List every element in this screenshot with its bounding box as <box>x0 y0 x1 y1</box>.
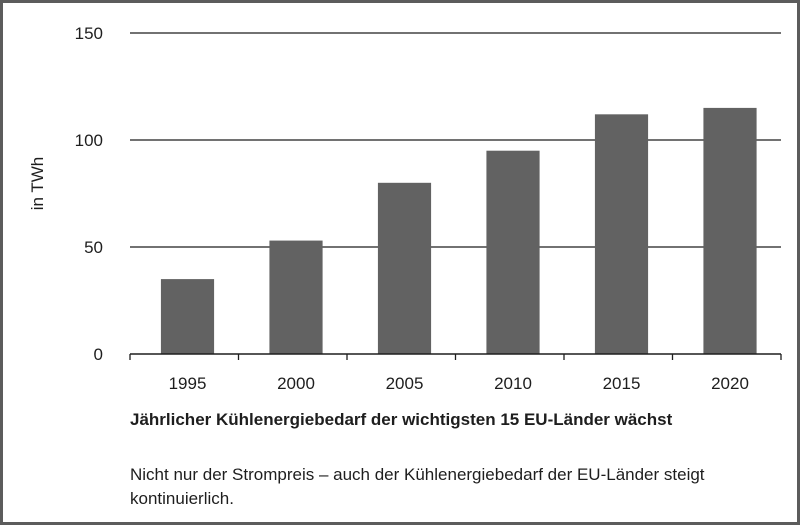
x-tick-label: 2000 <box>277 374 315 393</box>
bar <box>377 182 432 354</box>
x-tick-label: 2015 <box>603 374 641 393</box>
chart-caption-text: Nicht nur der Strompreis – auch der Kühl… <box>130 465 705 508</box>
x-tick-label: 2020 <box>711 374 749 393</box>
y-tick-label: 150 <box>75 24 103 43</box>
bar <box>486 150 540 354</box>
y-tick-label: 100 <box>75 131 103 150</box>
bar <box>160 279 215 354</box>
y-tick-label: 50 <box>84 238 103 257</box>
bar <box>594 114 649 354</box>
y-axis-label: in TWh <box>28 157 47 211</box>
bar <box>703 107 757 355</box>
x-tick-label: 2005 <box>386 374 424 393</box>
x-tick-label: 2010 <box>494 374 532 393</box>
bar-chart: in TWh 0 50 100 150 1995 2000 2005 2010 2015 2020 <box>28 24 782 393</box>
x-tick-label: 1995 <box>169 374 207 393</box>
chart-caption-title: Jährlicher Kühlenergiebedarf der wichtig… <box>130 410 673 429</box>
y-tick-label: 0 <box>94 345 103 364</box>
bar <box>269 240 323 354</box>
